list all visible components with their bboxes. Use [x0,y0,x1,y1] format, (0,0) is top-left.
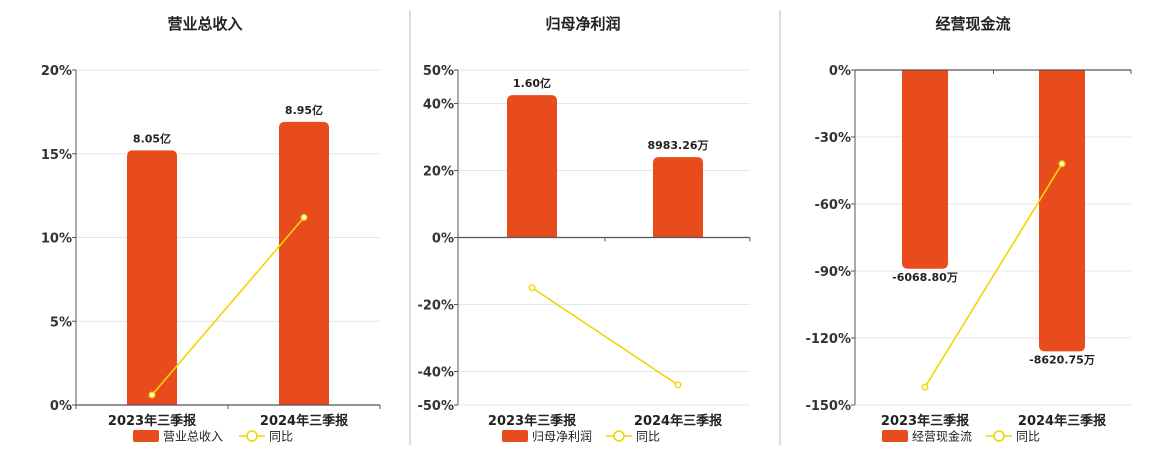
x-category-label: 2023年三季报 [488,413,577,429]
legend-label: 归母净利润 [532,430,592,444]
bar-data-label: 8983.26万 [647,139,708,152]
yoy-line [924,163,1063,388]
bar [902,70,948,269]
y-tick-label: -120% [805,332,851,347]
legend-bar-swatch [882,430,908,442]
y-tick-label: 0% [432,232,454,247]
bar-data-label: -6068.80万 [892,271,958,284]
y-tick-label: -40% [417,366,454,381]
bar [127,150,177,405]
x-category-label: 2024年三季报 [1018,413,1107,429]
yoy-point [528,284,536,292]
y-tick-label: 10% [41,232,72,247]
legend-line-marker [993,430,1005,442]
x-category-label: 2023年三季报 [108,413,197,429]
y-tick-label: 0% [829,64,851,79]
y-tick-label: 50% [423,64,454,79]
x-category-label: 2023年三季报 [881,413,970,429]
yoy-point [921,383,929,391]
y-tick-label: -20% [417,299,454,314]
y-tick-label: 40% [423,98,454,113]
y-tick-label: -60% [814,198,851,213]
legend-label: 同比 [1016,430,1040,444]
yoy-line [531,287,679,386]
yoy-point [148,391,156,399]
y-tick-label: 20% [423,165,454,180]
bar [279,121,329,406]
y-tick-label: -150% [805,399,851,414]
y-tick-label: -30% [814,131,851,146]
chart-title: 归母净利润 [545,15,620,33]
bar [507,95,557,238]
yoy-point [300,213,308,221]
y-tick-label: -90% [814,265,851,280]
yoy-point [674,381,682,389]
y-tick-label: -50% [417,399,454,414]
legend-label: 同比 [269,430,293,444]
bar-data-label: 8.05亿 [133,131,171,145]
legend-bar-swatch [502,430,528,442]
legend-label: 经营现金流 [912,429,972,444]
chart-title: 经营现金流 [935,15,1010,33]
x-category-label: 2024年三季报 [634,413,723,429]
y-tick-label: 15% [41,148,72,163]
bar-data-label: 1.60亿 [513,76,551,90]
yoy-line [151,216,305,396]
chart-title: 营业总收入 [167,15,242,33]
x-category-label: 2024年三季报 [260,413,349,429]
legend-label: 同比 [636,430,660,444]
yoy-point [1058,160,1066,168]
bar-data-label: 8.95亿 [285,103,323,117]
legend-line-marker [246,430,258,442]
bar [1039,70,1085,352]
bar-data-label: -8620.75万 [1029,353,1095,366]
y-tick-label: 20% [41,64,72,79]
legend-bar-swatch [133,430,159,442]
legend-label: 营业总收入 [163,430,223,444]
y-tick-label: 5% [50,315,72,330]
bar [653,157,703,238]
y-tick-label: 0% [50,399,72,414]
legend-line-marker [613,430,625,442]
